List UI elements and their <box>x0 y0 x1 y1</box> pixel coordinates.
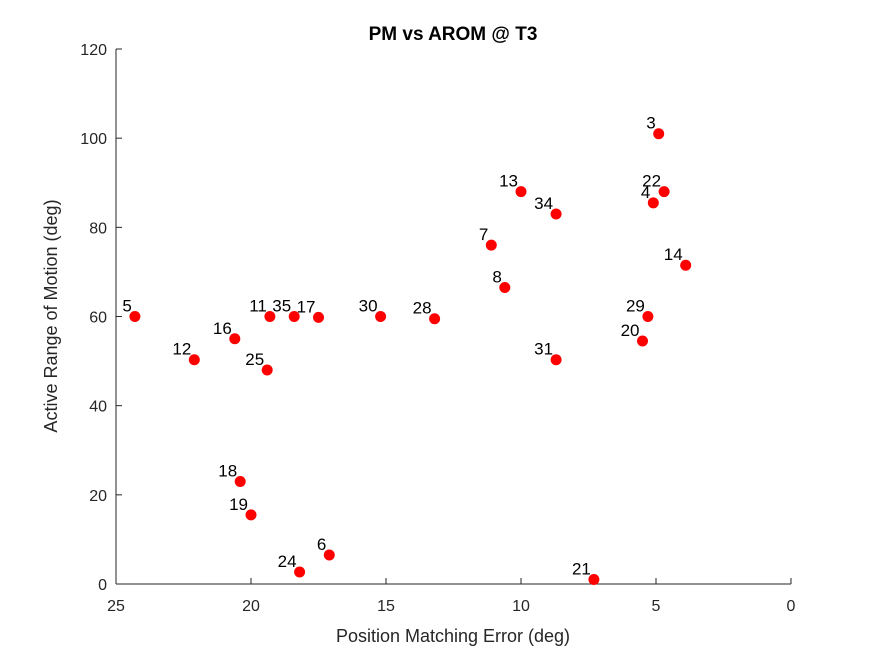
x-tick-label: 10 <box>512 598 530 615</box>
point-label: 25 <box>245 350 264 369</box>
data-point <box>288 311 300 322</box>
point-label: 30 <box>359 297 378 316</box>
point-label: 13 <box>499 172 518 191</box>
y-tick-label: 80 <box>89 220 107 237</box>
data-point <box>294 566 306 578</box>
point-label: 18 <box>218 461 237 480</box>
data-point <box>264 311 276 322</box>
data-point <box>429 313 441 325</box>
data-point <box>642 311 654 322</box>
data-point <box>680 259 692 271</box>
point-label: 34 <box>534 194 553 213</box>
point-label: 19 <box>229 495 248 514</box>
point-label: 11 <box>249 297 267 316</box>
data-point <box>234 475 246 487</box>
point-label: 3 <box>646 114 655 133</box>
y-tick-label: 120 <box>80 42 107 59</box>
point-label: 35 <box>272 297 291 316</box>
data-point <box>245 509 257 521</box>
point-label: 20 <box>621 321 640 340</box>
data-point <box>653 128 665 140</box>
point-label: 24 <box>278 552 297 571</box>
y-tick-label: 60 <box>89 310 107 327</box>
y-tick-label: 20 <box>89 488 107 505</box>
point-label: 21 <box>572 560 591 579</box>
data-point <box>313 311 324 323</box>
x-tick-label: 0 <box>787 598 796 615</box>
data-point <box>323 549 335 561</box>
data-point <box>637 335 648 347</box>
data-point <box>658 186 670 198</box>
data-point <box>485 239 497 251</box>
x-tick-label: 15 <box>377 598 395 615</box>
y-axis-label: Active Range of Motion (deg) <box>41 199 61 432</box>
point-label: 12 <box>172 340 191 359</box>
data-point <box>588 574 600 586</box>
data-point <box>188 354 200 366</box>
chart-title: PM vs AROM @ T3 <box>369 24 538 45</box>
point-label: 31 <box>534 340 553 359</box>
point-label: 7 <box>479 225 488 244</box>
data-point <box>229 333 241 345</box>
data-point <box>515 186 527 198</box>
point-label: 17 <box>297 297 316 316</box>
axes: 25 20 15 10 5 0 0 20 40 60 80 100 120 <box>80 42 795 615</box>
data-point <box>647 197 659 209</box>
data-points: 3 224 13 34 7 14 8 5 11 35 17 30 28 29 16 20 12 31 25 18 19 6… <box>122 114 692 586</box>
point-label: 16 <box>213 319 232 338</box>
x-axis-label: Position Matching Error (deg) <box>336 626 570 646</box>
point-label: 29 <box>626 297 645 316</box>
point-label: 8 <box>492 268 501 287</box>
data-point <box>499 282 511 294</box>
data-point <box>550 354 562 366</box>
point-label: 14 <box>664 245 683 264</box>
point-label: 5 <box>122 297 131 316</box>
point-label: 28 <box>413 299 432 318</box>
x-tick-label: 5 <box>652 598 661 615</box>
x-tick-label: 20 <box>242 598 260 615</box>
y-tick-label: 100 <box>80 131 107 148</box>
data-point <box>375 311 387 322</box>
data-point <box>129 311 141 322</box>
point-label: 6 <box>317 535 326 554</box>
data-point <box>261 364 273 376</box>
data-point <box>550 208 562 220</box>
point-label: 22 <box>642 172 661 191</box>
x-tick-label: 25 <box>107 598 125 615</box>
point-label: 4 <box>641 183 650 202</box>
y-tick-label: 0 <box>98 577 107 594</box>
y-tick-label: 40 <box>89 399 107 416</box>
